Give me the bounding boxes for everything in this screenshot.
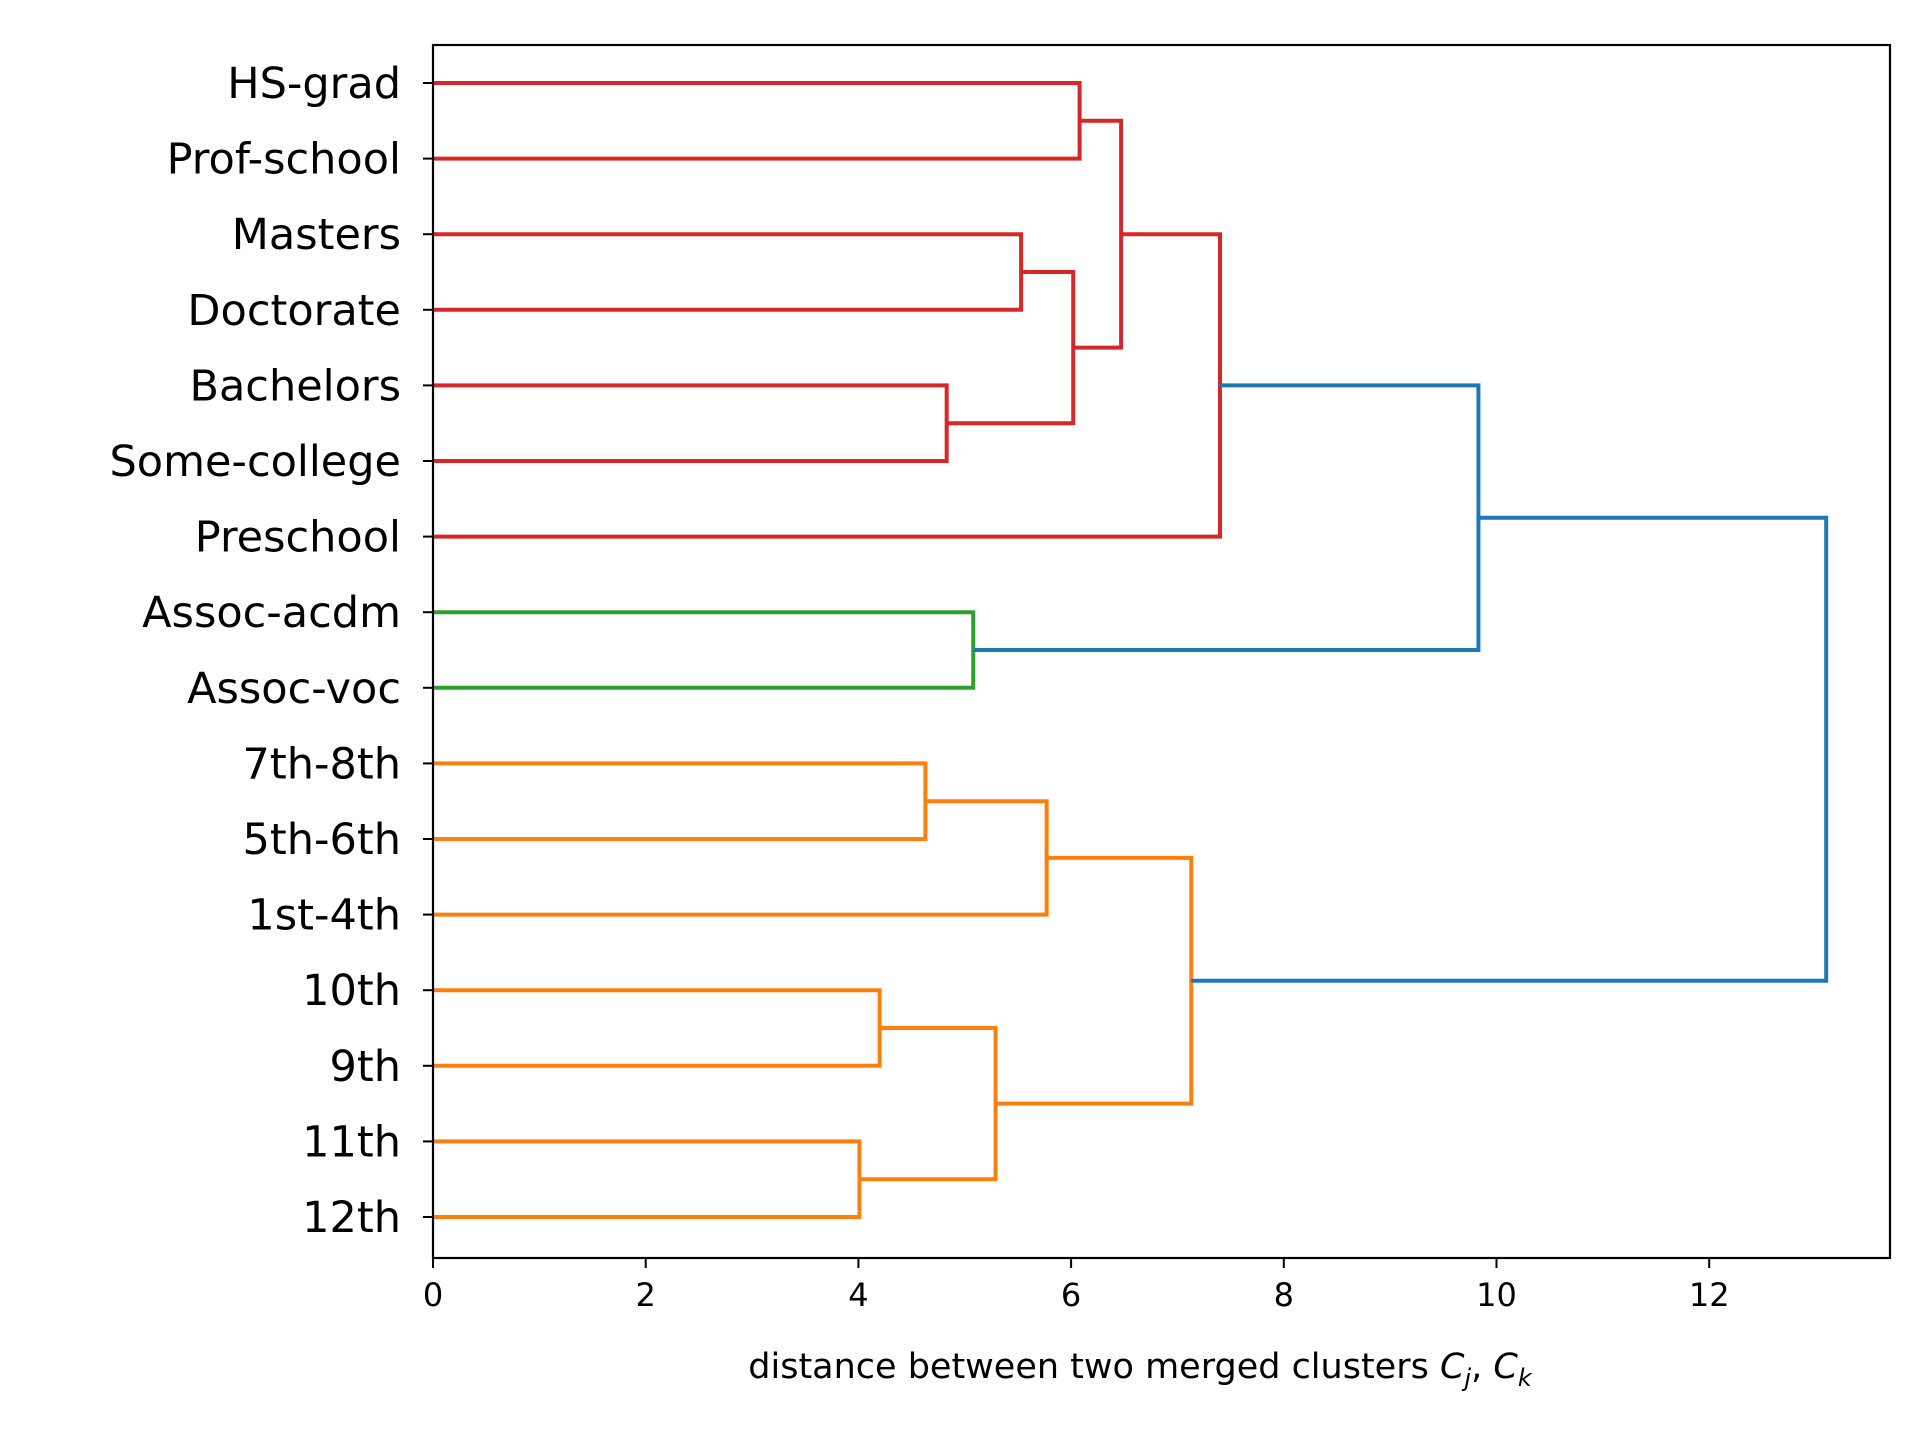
- leaf-label: Masters: [232, 210, 401, 260]
- x-axis: 0 2 4 6 8 10 12: [423, 1258, 1730, 1314]
- x-axis-title-sep: ,: [1471, 1347, 1493, 1387]
- x-tick-label: 6: [1061, 1276, 1081, 1314]
- link-c1: [433, 81, 1082, 161]
- link-c7: [433, 610, 976, 690]
- link-c4: [946, 270, 1076, 426]
- link-c14: [995, 855, 1194, 1106]
- x-tick-label: 8: [1274, 1276, 1294, 1314]
- x-tick-label: 4: [848, 1276, 868, 1314]
- leaf-label: Prof-school: [167, 135, 401, 185]
- leaf-label: Assoc-acdm: [142, 588, 401, 638]
- link-c8: [973, 383, 1481, 652]
- x-tick-label: 12: [1689, 1276, 1730, 1314]
- x-axis-title-var-c: C: [1440, 1347, 1465, 1387]
- link-c11: [433, 988, 882, 1068]
- leaf-label: Doctorate: [187, 286, 401, 336]
- leaf-label: Some-college: [109, 437, 401, 487]
- dendrogram-links: [433, 81, 1829, 1219]
- x-axis-title-var-c: C: [1493, 1347, 1518, 1387]
- leaf-label: 7th-8th: [243, 739, 401, 789]
- leaf-label: Assoc-voc: [187, 664, 401, 714]
- leaf-label: 9th: [330, 1042, 401, 1092]
- x-axis-title-sub-k: k: [1518, 1364, 1533, 1392]
- leaf-label: 1st-4th: [247, 891, 401, 941]
- leaf-label: 10th: [302, 966, 401, 1016]
- leaf-label: 11th: [302, 1117, 401, 1167]
- link-c6: [433, 232, 1222, 539]
- x-tick-label: 2: [636, 1276, 656, 1314]
- link-c2: [433, 232, 1024, 312]
- leaf-label: 5th-6th: [243, 815, 401, 865]
- x-axis-title-text: distance between two merged clusters: [748, 1347, 1440, 1387]
- x-tick-label: 0: [423, 1276, 443, 1314]
- link-c10: [433, 799, 1049, 917]
- leaf-label: Preschool: [195, 513, 401, 563]
- x-axis-title: distance between two merged clusters Cj,…: [748, 1347, 1533, 1392]
- leaf-label: 12th: [302, 1193, 401, 1243]
- link-c13: [859, 1026, 998, 1182]
- link-c3: [433, 383, 949, 463]
- leaf-label: Bachelors: [189, 361, 401, 411]
- plot-frame: [431, 43, 1892, 1260]
- link-c15: [1191, 515, 1829, 983]
- x-axis-title-sub-j: j: [1461, 1364, 1471, 1392]
- x-tick-label: 10: [1476, 1276, 1517, 1314]
- link-c9: [433, 761, 928, 841]
- leaf-labels: HS-grad Prof-school Masters Doctorate Bachel…: [109, 59, 433, 1243]
- link-c12: [433, 1139, 862, 1219]
- leaf-label: HS-grad: [227, 59, 401, 109]
